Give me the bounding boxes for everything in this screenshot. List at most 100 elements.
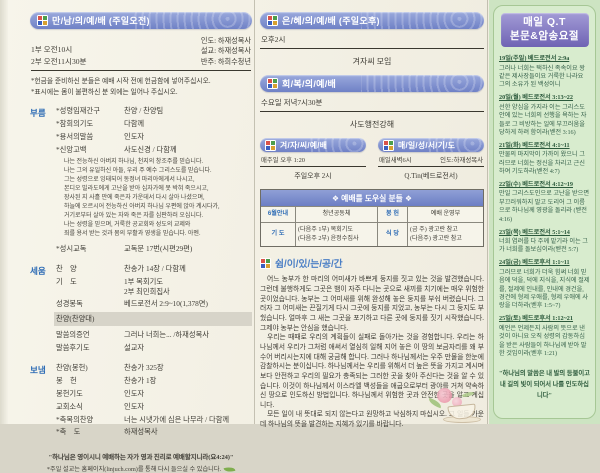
worship-row: *신앙고백 사도신경 / 다함께 (56, 145, 252, 155)
helpers-table-title: ❖ 예배를 도우실 분들 ❖ (261, 190, 483, 206)
window-icon (265, 139, 276, 151)
qt-header-line1: 매일 Q.T (523, 16, 566, 28)
grace-worship-time: 오후2시 (260, 29, 484, 49)
worship-notes: *헌금을 준비하신 분들은 예배 시작 전에 헌금함에 넣어주십시오. *표시에… (31, 77, 251, 98)
qt-entry-date: 21일(화) 베드로전서 4:1~11 (499, 141, 570, 149)
send-rows: 찬양(봉헌) 찬송가 325장 봉 헌 찬송가 1장 봉헌기도 인도자 교회소식… (56, 363, 252, 440)
worship-value: 하재성목사 (124, 427, 158, 437)
worship-item: *성시교독 (56, 243, 87, 253)
worship-item: 기 도 (56, 277, 77, 287)
worship-value: 인도자 (124, 401, 145, 411)
rest-section-title-row: 쉼/이/있/는/공/간 (260, 256, 484, 270)
worship-item: 말씀후기도 (56, 342, 90, 352)
qt-entry-verse: 그러나 너희는 택하신 족속이요 왕 같은 제사장들이요 거룩한 나라요 그의 … (499, 64, 585, 89)
worship-item: 찬양(봉헌) (56, 363, 88, 373)
worship-value: 인도자 (124, 388, 145, 398)
recovery-worship-header-bar: 회/복/의/예/배 (260, 75, 484, 92)
worship-value: 다함께 (124, 119, 145, 129)
grace-worship-title: 은/혜/의/예/배 (주일오후) (282, 16, 380, 26)
helpers-table-grid: 6월안내 청년공동체 봉 헌 예배 운영부 기 도 (다음주 1부) 목회기도 … (261, 206, 483, 247)
qt-entries: 19일(주일) 베드로전서 2:9a 그러나 너희는 택하신 족속이요 왕 같은… (499, 55, 590, 358)
mustard-seed-title: 겨/자/씨/예/배 (280, 140, 328, 150)
rest-paragraph-1: 어느 농부가 한 마리의 어미새가 바쁘게 둥지를 짓고 있는 것을 발견했습니… (260, 276, 484, 332)
rest-paragraph-2: 우리는 때때로 우리의 계획들이 실패로 돌아가는 것을 경험합니다. 우리는 … (260, 334, 484, 409)
call-rows-b: *성시교독 교독문 17번(시편29편) (56, 244, 252, 254)
worship-value: 설교자 (124, 342, 145, 352)
meeting-worship-title: 만/남/의/예/배 (주일오전) (52, 16, 150, 26)
qt-entry-verse: 너희 염려를 다 주께 맡기라 이는 그가 너희를 돌보심이라(벧전 5:7) (499, 237, 588, 254)
worship-row: *성령임재간구 찬양 / 찬양팀 (56, 106, 252, 116)
worship-row: *축복의찬양 너는 시냇가에 심은 나무라 / 다함께 (56, 415, 252, 425)
daily-bible-time: 매일새벽6시 (379, 157, 412, 164)
qt-entry: 23일(목) 베드로전서 5:1~14 너희 염려를 다 주께 맡기라 이는 그… (499, 229, 590, 255)
recovery-worship-title: 회/복/의/예/배 (282, 79, 337, 89)
homepage-note: *주일 설교는 홈페이지(linjuch.com)를 통해 다시 들으실 수 있… (30, 464, 252, 473)
qt-entry: 19일(주일) 베드로전서 2:9a 그러나 너희는 택하신 족속이요 왕 같은… (499, 55, 590, 90)
role-preacher: 설교: 하재성목사 (200, 47, 251, 56)
worship-value: 찬송가 14장 / 다함께 (124, 264, 186, 274)
worship-row: *용서의말씀 인도자 (56, 132, 252, 142)
qt-entry-date: 24일(금) 베드로후서 1:1~11 (499, 259, 570, 267)
order-section-send: 보냄 찬양(봉헌) 찬송가 325장 봉 헌 찬송가 1장 봉헌기도 인도자 교… (30, 363, 252, 440)
daily-bible-header-bar: 매/일/성/서/기/도 (378, 138, 484, 152)
apostles-creed-text: 나는 전능하신 아버지 하나님, 천지의 창조주를 믿습니다. 나는 그의 유일… (64, 158, 220, 237)
fold-line (487, 0, 488, 424)
helpers-cell-label: 기 도 (261, 221, 295, 247)
small-services: 겨/자/씨/예/배 매주일 오후 1:20 주일오후 2시 매/일/성/서/기/… (260, 138, 484, 181)
helpers-cell-value: 예배 운영부 (407, 206, 483, 222)
qt-entry: 20일(월) 베드로전서 3:13~22 선한 양심을 가지라 이는 그리스도 … (499, 94, 590, 137)
qt-entry-verse: 만일 그리스도인으로 고난을 받으면 부끄러워하지 말고 도리어 그 이름으로 … (499, 190, 590, 223)
worship-row: 교회소식 인도자 (56, 402, 252, 412)
daily-bible-time-row: 매일새벽6시 인도:하재성목사 (378, 152, 484, 167)
window-icon (383, 139, 394, 151)
panel-daily-qt: 매일 Q.T 본문&암송요절 19일(주일) 베드로전서 2:9a 그러나 너희… (489, 0, 600, 424)
qt-entry-verse: 예언은 언제든지 사람의 뜻으로 낸 것이 아니요 오직 성령의 감동하심을 받… (499, 324, 587, 357)
worship-item: 교회소식 (56, 401, 83, 411)
worship-row: 찬 양 찬송가 14장 / 다함께 (56, 264, 252, 274)
qt-entry-date: 20일(월) 베드로전서 3:13~22 (499, 94, 573, 102)
worship-item: 봉 헌 (56, 376, 77, 386)
worship-item: 찬양(찬양대) (56, 313, 95, 323)
role-leader: 인도: 하재성목사 (200, 37, 251, 45)
worship-item: *축 도 (56, 427, 81, 437)
worship-row: 기 도 1부 목회기도 2부 최민희집사 (56, 277, 252, 296)
worship-row: 찬양(봉헌) 찬송가 325장 (56, 363, 252, 373)
build-rows: 찬 양 찬송가 14장 / 다함께 기 도 1부 목회기도 2부 최민희집사 성… (54, 264, 252, 355)
mustard-seed-time: 매주일 오후 1:20 (261, 157, 305, 164)
helpers-cell-label: 봉 헌 (377, 206, 407, 222)
qt-entry: 25일(토) 베드로후서 1:12~21 예언은 언제든지 사람의 뜻으로 낸 … (499, 315, 590, 358)
worship-value: 베드로전서 2:9~10(1,378면) (124, 298, 208, 308)
panel-sunday-morning: 만/남/의/예/배 (주일오전) 1부 오전10시 2부 오전11시30분 인도… (30, 12, 252, 473)
helpers-cell-value: (금 주) 광고란 참고 (다음주) 광고란 참고 (407, 221, 483, 247)
qt-entry-verse: 만물의 마지막이 가까이 왔으니 그러므로 너희는 정신을 차리고 근신하여 기… (499, 151, 585, 176)
service-times: 1부 오전10시 2부 오전11시30분 (31, 44, 87, 68)
homepage-note-text: *주일 설교는 홈페이지(linjuch.com)를 통해 다시 들으실 수 있… (46, 465, 222, 473)
worship-row: 성경봉독 베드로전서 2:9~10(1,378면) (56, 299, 252, 309)
mustard-seed-header-bar: 겨/자/씨/예/배 (260, 138, 366, 152)
daily-bible-leader: 인도:하재성목사 (440, 157, 483, 164)
worship-row: 말씀의증언 그러나 너희는... /하재성목사 (56, 330, 252, 340)
recovery-worship-content: 사도행전강해 (349, 120, 395, 129)
daily-bible-title: 매/일/성/서/기/도 (398, 140, 456, 150)
worship-row: *축 도 하재성목사 (56, 427, 252, 437)
worship-row: 봉 헌 찬송가 1장 (56, 376, 252, 386)
helpers-cell-label: 식 당 (377, 221, 407, 247)
daily-bible-prayer: 매/일/성/서/기/도 매일새벽6시 인도:하재성목사 Q.Tin(베드로전서) (378, 138, 484, 181)
qt-entry-verse: 선한 양심을 가지라 이는 그리스도 안에 있는 너희의 선행을 욕하는 자들로… (499, 103, 587, 137)
leaf-icon (223, 465, 236, 473)
qt-header-line2: 본문&암송요절 (509, 29, 580, 42)
worship-value: 1부 목회기도 2부 최민희집사 (124, 277, 170, 296)
service-time-1: 1부 오전10시 (31, 44, 73, 54)
worship-item: *용서의말씀 (56, 131, 94, 141)
helpers-cell-value: 청년공동체 (295, 206, 377, 222)
rest-section-title: 쉼/이/있/는/공/간 (275, 259, 343, 271)
mustard-seed-service: 겨/자/씨/예/배 매주일 오후 1:20 주일오후 2시 (260, 138, 366, 181)
worship-value: 찬송가 325장 (124, 363, 164, 373)
worship-item: *참회의기도 (56, 119, 94, 129)
service-info: 1부 오전10시 2부 오전11시30분 인도: 하재성목사 설교: 하재성목사… (31, 36, 251, 72)
role-accompanist: 반주: 하희수청년 (200, 57, 251, 66)
worship-value: 그러나 너희는... /하재성목사 (124, 329, 209, 339)
mustard-seed-time-row: 매주일 오후 1:20 (260, 152, 366, 167)
worship-item: *축복의찬양 (56, 414, 94, 424)
